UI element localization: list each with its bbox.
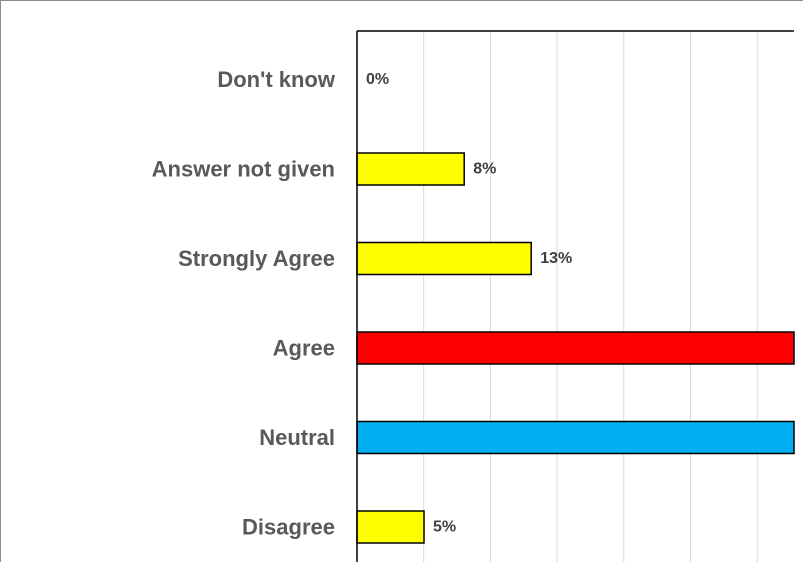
value-label: 5% [433, 519, 456, 536]
bars [356, 152, 795, 544]
category-label: Answer not given [152, 157, 335, 182]
category-label: Agree [273, 336, 335, 361]
value-label: 13% [540, 250, 572, 267]
bar [356, 510, 425, 544]
category-label: Disagree [242, 515, 335, 540]
value-label: 0% [366, 71, 389, 88]
category-labels: Don't know Answer not given Strongly Agree… [152, 67, 336, 540]
grid-lines [423, 31, 758, 562]
category-label: Don't know [217, 67, 336, 92]
bar [356, 420, 795, 455]
bar [356, 331, 795, 365]
category-label: Neutral [259, 425, 335, 450]
value-label: 8% [473, 161, 496, 178]
bar [356, 241, 532, 276]
category-label: Strongly Agree [178, 246, 335, 271]
bar [356, 152, 465, 186]
value-labels: 0% 8% 13% 5% [366, 71, 572, 536]
